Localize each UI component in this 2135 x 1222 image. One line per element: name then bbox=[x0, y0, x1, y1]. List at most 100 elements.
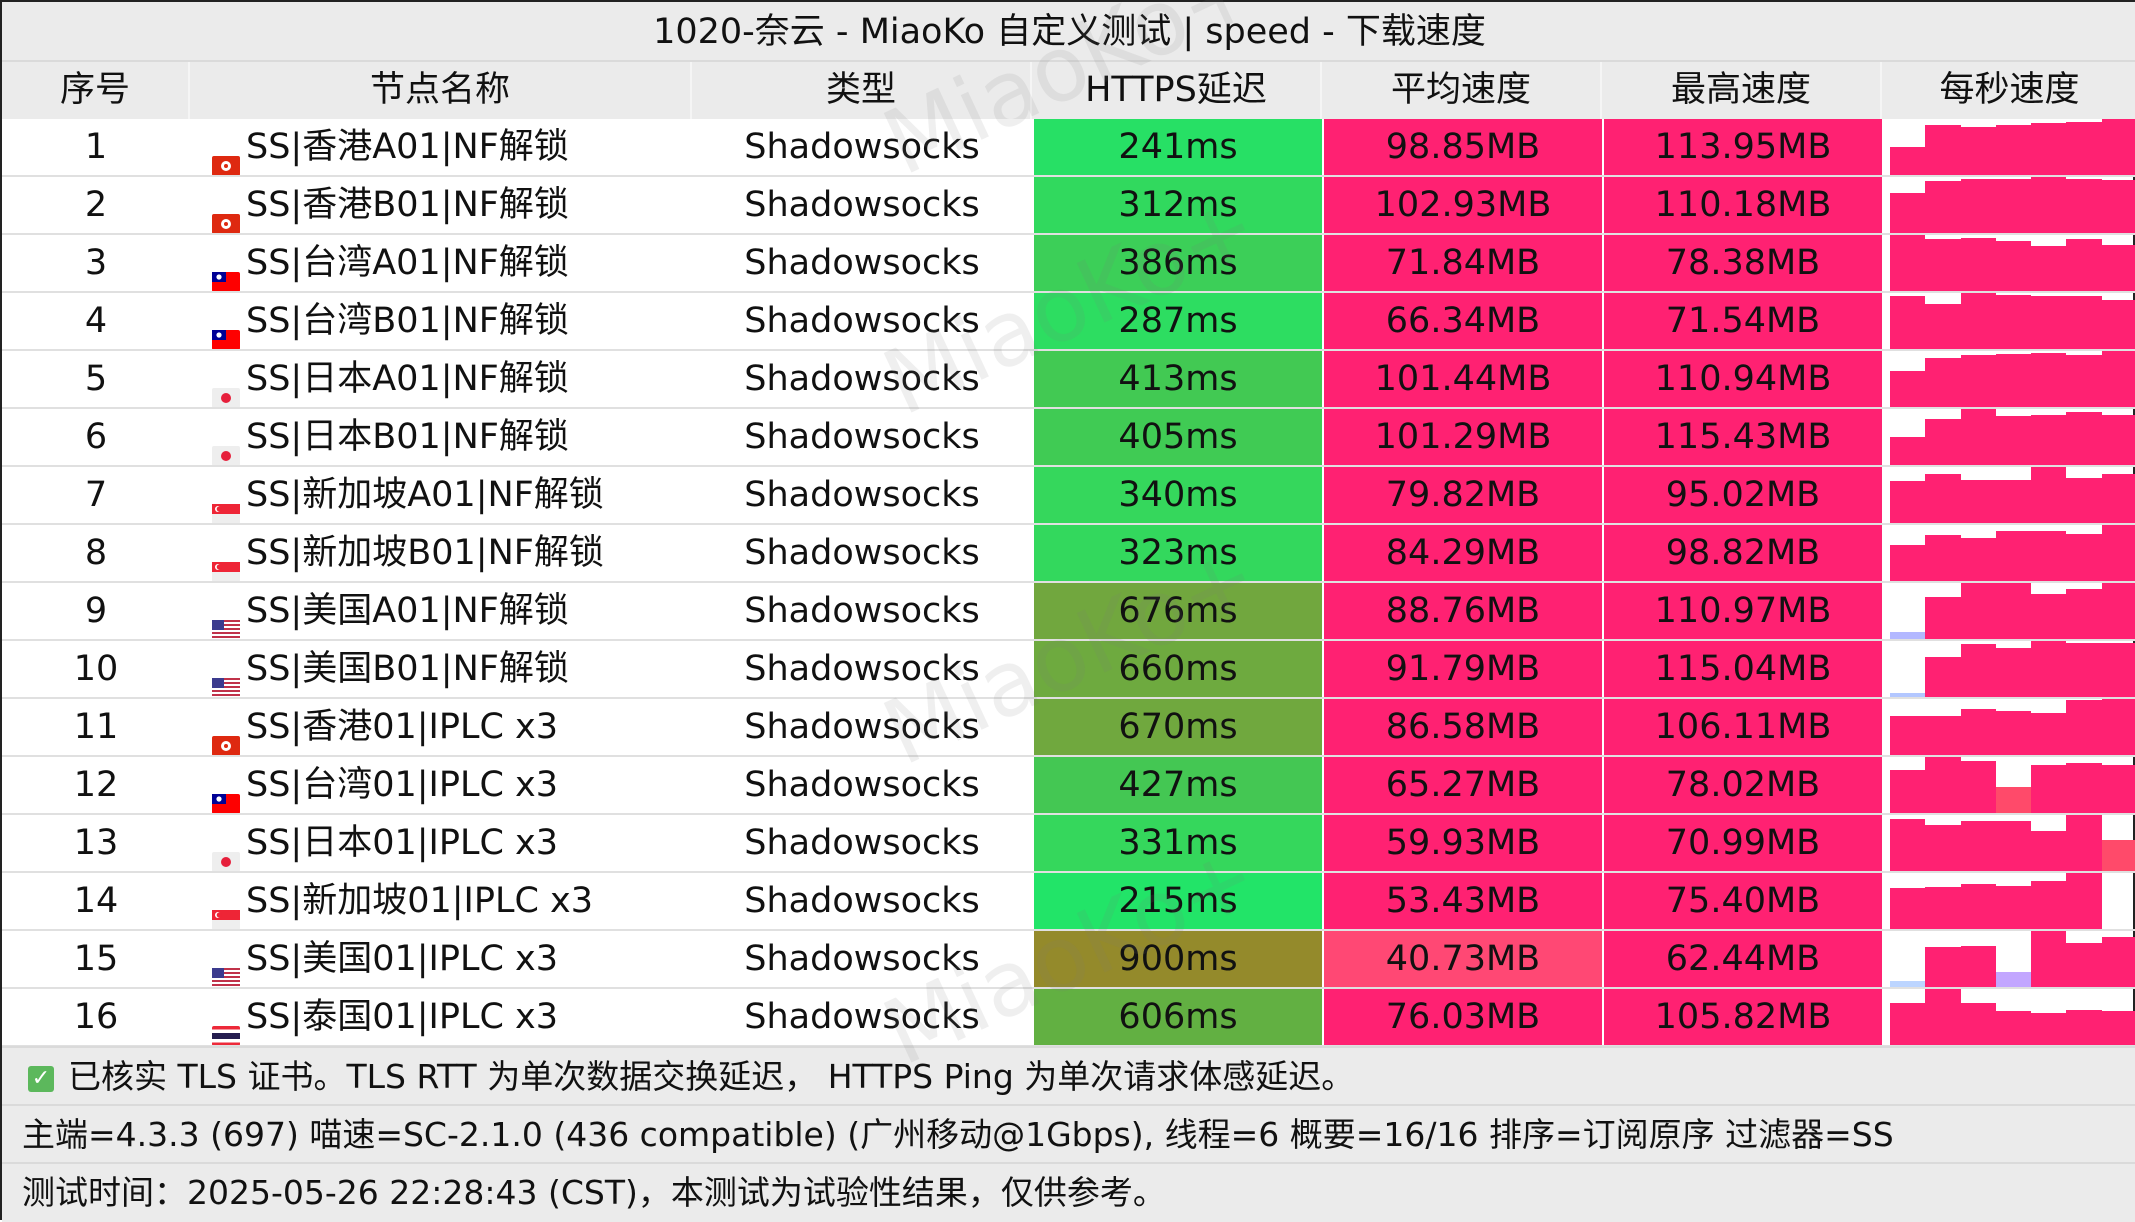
per-second-bar bbox=[1960, 177, 1996, 233]
page-title: 1020-奈云 - MiaoKo 自定义测试 | speed - 下载速度 bbox=[2, 2, 2135, 62]
col-header-https-latency: HTTPS延迟 bbox=[1032, 62, 1322, 119]
per-second-bar bbox=[2031, 989, 2067, 1045]
cell-type: Shadowsocks bbox=[744, 533, 980, 573]
per-second-bar bbox=[1960, 931, 1996, 987]
cell-per-second-chart bbox=[1882, 235, 2135, 291]
cell-type: Shadowsocks bbox=[744, 649, 980, 689]
cell-type: Shadowsocks bbox=[744, 591, 980, 631]
table-row: 4 SS|台湾B01|NF解锁 Shadowsocks 287ms 66.34M… bbox=[2, 293, 2135, 351]
taiwan-flag-icon bbox=[212, 775, 240, 813]
per-second-bar bbox=[2066, 119, 2102, 175]
table-row: 15 SS|美国01|IPLC x3 Shadowsocks 900ms 40.… bbox=[2, 931, 2135, 989]
singapore-flag-icon bbox=[212, 891, 240, 929]
col-header-avg-speed: 平均速度 bbox=[1322, 62, 1602, 119]
per-second-bar bbox=[2031, 583, 2067, 639]
per-second-bar bbox=[2101, 525, 2135, 581]
cell-type: Shadowsocks bbox=[744, 939, 980, 979]
per-second-bar bbox=[1925, 757, 1961, 813]
cell-per-second-chart bbox=[1882, 583, 2135, 639]
cell-node-name: SS|香港A01|NF解锁 bbox=[190, 119, 692, 175]
cell-max-speed: 71.54MB bbox=[1602, 293, 1882, 349]
singapore-flag-icon bbox=[212, 543, 240, 581]
per-second-bar bbox=[2101, 409, 2135, 465]
cell-avg-speed: 84.29MB bbox=[1322, 525, 1602, 581]
cell-max-speed: 110.97MB bbox=[1602, 583, 1882, 639]
cell-avg-speed: 53.43MB bbox=[1322, 873, 1602, 929]
per-second-bar bbox=[1995, 177, 2032, 233]
per-second-bar bbox=[1960, 873, 1996, 929]
per-second-bar bbox=[2066, 583, 2102, 639]
per-second-bar bbox=[2101, 815, 2135, 871]
per-second-bar bbox=[2066, 873, 2102, 929]
per-second-bar bbox=[1960, 119, 1996, 175]
per-second-bar bbox=[2066, 641, 2102, 697]
cell-per-second-chart bbox=[1882, 351, 2135, 407]
cell-node-name: SS|泰国01|IPLC x3 bbox=[190, 989, 692, 1045]
node-name-text: SS|日本01|IPLC x3 bbox=[246, 823, 559, 863]
cell-https-latency: 241ms bbox=[1032, 119, 1322, 175]
cell-max-speed: 110.94MB bbox=[1602, 351, 1882, 407]
cell-https-latency: 386ms bbox=[1032, 235, 1322, 291]
per-second-bar bbox=[2066, 989, 2102, 1045]
per-second-bar bbox=[1960, 467, 1996, 523]
node-name-text: SS|新加坡01|IPLC x3 bbox=[246, 881, 594, 921]
taiwan-flag-icon bbox=[212, 253, 240, 291]
per-second-bar bbox=[1960, 409, 1996, 465]
cell-type: Shadowsocks bbox=[744, 765, 980, 805]
col-header-type: 类型 bbox=[692, 62, 1032, 119]
cell-https-latency: 676ms bbox=[1032, 583, 1322, 639]
cell-type: Shadowsocks bbox=[744, 823, 980, 863]
col-header-max-speed: 最高速度 bbox=[1602, 62, 1882, 119]
per-second-bar bbox=[2101, 989, 2135, 1045]
cell-per-second-chart bbox=[1882, 177, 2135, 233]
per-second-bar bbox=[1995, 641, 2032, 697]
per-second-bar bbox=[1890, 641, 1926, 697]
japan-flag-icon bbox=[212, 369, 240, 407]
per-second-bar bbox=[1995, 409, 2032, 465]
cell-https-latency: 405ms bbox=[1032, 409, 1322, 465]
cell-type: Shadowsocks bbox=[744, 243, 980, 283]
table-row: 11 SS|香港01|IPLC x3 Shadowsocks 670ms 86.… bbox=[2, 699, 2135, 757]
cell-type: Shadowsocks bbox=[744, 417, 980, 457]
per-second-bar bbox=[2031, 467, 2067, 523]
cell-index: 12 bbox=[73, 765, 119, 805]
per-second-bar bbox=[1995, 351, 2032, 407]
cell-index: 10 bbox=[73, 649, 119, 689]
cell-index: 6 bbox=[84, 417, 108, 457]
cell-https-latency: 331ms bbox=[1032, 815, 1322, 871]
per-second-bar bbox=[2031, 641, 2067, 697]
per-second-bar bbox=[2101, 757, 2135, 813]
per-second-bar bbox=[1995, 293, 2032, 349]
cell-node-name: SS|香港B01|NF解锁 bbox=[190, 177, 692, 233]
cell-index: 2 bbox=[84, 185, 108, 225]
per-second-bar bbox=[2101, 119, 2135, 175]
per-second-bar bbox=[1925, 235, 1961, 291]
node-name-text: SS|新加坡A01|NF解锁 bbox=[246, 475, 604, 515]
per-second-bar bbox=[1925, 583, 1961, 639]
cell-max-speed: 62.44MB bbox=[1602, 931, 1882, 987]
cell-https-latency: 312ms bbox=[1032, 177, 1322, 233]
per-second-bar bbox=[2066, 293, 2102, 349]
cell-per-second-chart bbox=[1882, 641, 2135, 697]
per-second-bar bbox=[1995, 583, 2032, 639]
cell-index: 11 bbox=[73, 707, 119, 747]
per-second-bar bbox=[2101, 467, 2135, 523]
per-second-bar bbox=[2031, 177, 2067, 233]
per-second-bar bbox=[1925, 873, 1961, 929]
per-second-bar bbox=[2066, 351, 2102, 407]
per-second-bar bbox=[2101, 351, 2135, 407]
cell-type: Shadowsocks bbox=[744, 475, 980, 515]
per-second-bar bbox=[1925, 293, 1961, 349]
per-second-bar bbox=[1925, 931, 1961, 987]
table-row: 6 SS|日本B01|NF解锁 Shadowsocks 405ms 101.29… bbox=[2, 409, 2135, 467]
cell-per-second-chart bbox=[1882, 873, 2135, 929]
per-second-bar bbox=[1890, 583, 1926, 639]
per-second-bar bbox=[1995, 873, 2032, 929]
cell-index: 3 bbox=[84, 243, 108, 283]
table-row: 2 SS|香港B01|NF解锁 Shadowsocks 312ms 102.93… bbox=[2, 177, 2135, 235]
cell-avg-speed: 79.82MB bbox=[1322, 467, 1602, 523]
per-second-bar bbox=[2066, 467, 2102, 523]
per-second-bar bbox=[2066, 757, 2102, 813]
footer-line-3: 测试时间：2025-05-26 22:28:43 (CST)，本测试为试验性结果… bbox=[22, 1173, 1166, 1212]
